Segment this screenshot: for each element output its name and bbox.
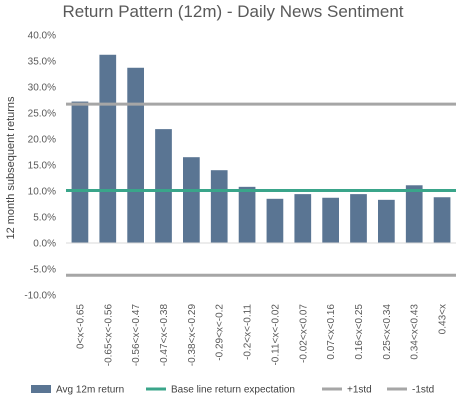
x-tick-label: -0.29<x<-0.2 [215, 304, 226, 361]
y-tick-label: 20.0% [28, 135, 56, 146]
y-tick-label: 30.0% [28, 83, 56, 94]
y-tick-label: 40.0% [28, 31, 56, 42]
y-tick-label: 5.0% [33, 213, 56, 224]
x-tick-label: -0.65<x<-0.56 [103, 304, 114, 367]
x-tick-label: 0.07<x<0.16 [326, 304, 337, 360]
y-tick-label: -5.0% [30, 265, 56, 276]
bar [155, 129, 172, 243]
y-tick-label: 35.0% [28, 57, 56, 68]
x-tick-label: 0.34<x<0.43 [410, 304, 421, 360]
bar [238, 186, 256, 243]
x-tick-label: -0.02<x<0.07 [298, 304, 309, 363]
legend-label: -1std [412, 385, 434, 396]
legend-swatch-avg-return [31, 385, 51, 393]
bar [433, 197, 451, 243]
x-tick-label: -0.11<x<-0.02 [270, 304, 281, 366]
bar [183, 157, 200, 243]
bar [266, 198, 284, 243]
bar [378, 199, 395, 243]
bar [210, 170, 228, 243]
x-tick-label: -0.2<x<-0.11 [243, 304, 254, 360]
x-tick-label: 0.25<x<0.34 [382, 304, 393, 360]
x-tick-label: 0.43<x [438, 304, 449, 334]
y-tick-label: 25.0% [28, 109, 56, 120]
bars [71, 54, 451, 244]
x-tick-label: 0<x<-0.65 [75, 304, 86, 349]
bar [405, 185, 423, 243]
reference-lines [66, 102, 456, 277]
bar [350, 194, 367, 243]
legend-label: Base line return expectation [171, 385, 295, 396]
y-tick-label: 15.0% [28, 161, 56, 172]
y-tick-label: 10.0% [28, 187, 56, 198]
x-tick-labels: 0<x<-0.65 -0.65<x<-0.56 -0.56<x<-0.47 -0.47… [75, 304, 448, 367]
x-tick-label: -0.38<x<-0.29 [187, 304, 198, 367]
y-tick-label: 0.0% [33, 239, 56, 250]
chart-title: Return Pattern (12m) - Daily News Sentim… [62, 2, 403, 21]
bar [294, 194, 312, 243]
x-tick-label: -0.56<x<-0.47 [131, 304, 142, 367]
legend-label: Avg 12m return [56, 385, 124, 396]
bar [99, 54, 117, 244]
bar [71, 101, 89, 243]
y-axis-label: 12 month subsequent returns [5, 96, 17, 240]
bar [127, 67, 144, 243]
legend: Avg 12m return Base line return expectati… [31, 385, 434, 396]
x-tick-label: -0.47<x<-0.38 [159, 304, 170, 367]
bar [322, 197, 339, 243]
x-tick-label: 0.16<x<0.25 [354, 304, 365, 360]
y-tick-label: -10.0% [24, 291, 56, 302]
y-tick-labels: -10.0% -5.0% 0.0% 5.0% 10.0% 15.0% 20.0% 25.0% 3… [24, 31, 56, 302]
legend-label: +1std [347, 385, 372, 396]
